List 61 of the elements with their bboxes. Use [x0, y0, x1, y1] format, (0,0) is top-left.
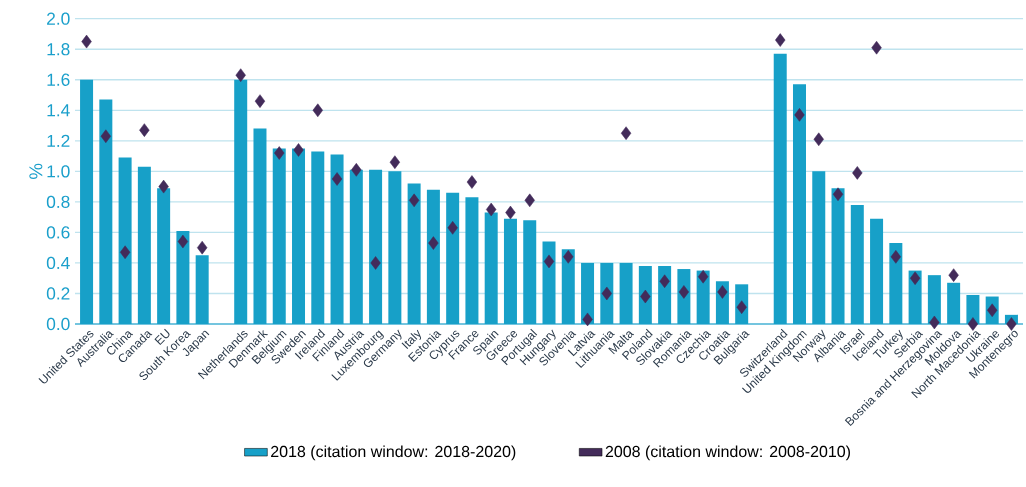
point — [717, 285, 728, 299]
y-tick-label: 2.0 — [47, 12, 70, 25]
point — [119, 245, 131, 260]
point — [987, 303, 998, 318]
point — [505, 205, 516, 220]
point — [832, 187, 844, 202]
point — [967, 317, 979, 331]
point — [389, 155, 400, 169]
point — [620, 126, 632, 140]
point — [235, 68, 246, 82]
point — [775, 33, 786, 47]
y-tick-label: 1.0 — [47, 165, 70, 178]
y-tick-label: 1.2 — [47, 134, 70, 147]
y-tick-label: 1.4 — [47, 104, 70, 117]
point — [466, 175, 478, 189]
legend-label: 2018 (citation window: 2018-2020) — [271, 445, 516, 461]
point — [100, 129, 111, 144]
point — [659, 274, 670, 289]
point — [698, 269, 709, 284]
point — [794, 108, 805, 122]
point — [563, 250, 574, 264]
point — [678, 285, 690, 299]
point — [1006, 317, 1017, 331]
point — [524, 193, 535, 208]
point — [197, 240, 208, 255]
point — [948, 268, 959, 282]
point — [486, 202, 497, 217]
point — [601, 286, 612, 301]
point — [890, 250, 901, 264]
point — [312, 103, 323, 118]
point — [274, 146, 285, 160]
y-tick-label: 0.4 — [46, 256, 70, 270]
y-tick-label: 1.8 — [47, 43, 70, 56]
point — [640, 289, 651, 304]
point — [139, 123, 150, 137]
point — [543, 254, 555, 269]
y-tick-label: 0.8 — [46, 195, 70, 209]
legend-label: 2008 (citation window: 2008-2010) — [605, 445, 850, 461]
point — [370, 256, 381, 270]
point — [929, 315, 940, 330]
point — [852, 166, 863, 180]
y-axis-title: % — [29, 163, 43, 179]
point — [177, 234, 189, 249]
point — [428, 236, 439, 250]
y-tick-label: 0.0 — [46, 317, 70, 331]
point — [582, 312, 593, 327]
point — [447, 221, 458, 235]
point — [293, 143, 304, 157]
point — [408, 193, 420, 208]
y-tick-label: 0.2 — [46, 287, 70, 300]
y-tick-label: 0.6 — [46, 226, 70, 239]
point — [736, 300, 747, 314]
point — [331, 172, 343, 186]
point — [81, 34, 92, 49]
point — [871, 40, 882, 55]
y-tick-label: 1.6 — [47, 73, 70, 86]
point — [909, 271, 921, 285]
point — [254, 94, 266, 108]
point — [351, 163, 362, 177]
point — [158, 179, 169, 194]
point — [813, 132, 824, 147]
